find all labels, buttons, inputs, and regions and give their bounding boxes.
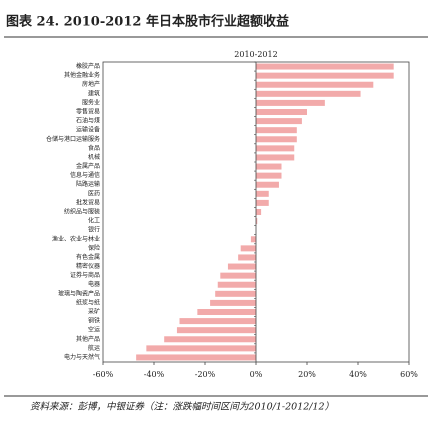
bar [256, 163, 282, 170]
y-tick-label: 化工 [88, 217, 100, 225]
bar [197, 309, 256, 315]
bar [256, 209, 262, 215]
chart-title: 图表 24. 2010-2012 年日本股市行业超额收益 [6, 14, 289, 30]
bar [256, 81, 374, 88]
x-tick-label: -60% [93, 370, 114, 379]
y-tick-label: 其他金融业务 [64, 71, 100, 79]
y-tick-label: 零售贸易 [76, 108, 100, 116]
source-note: 资料来源：彭博，中银证券（注：涨跌幅时间区间为2010/1-2012/12） [30, 401, 334, 413]
x-tick-label: -40% [144, 370, 165, 379]
bar [256, 154, 295, 161]
x-tick-label: 60% [400, 370, 418, 379]
bar [256, 99, 325, 106]
series-label: 2010-2012 [234, 50, 277, 59]
bar [146, 345, 256, 352]
y-tick-label: 信息与通信 [70, 171, 100, 179]
y-tick-label: 玻璃与陶瓷产品 [58, 289, 100, 297]
y-tick-label: 纸浆与纸 [76, 298, 100, 306]
y-tick-label: 医药 [88, 189, 100, 197]
bar [215, 290, 256, 297]
y-tick-label: 航运 [88, 344, 100, 352]
y-tick-label: 机械 [88, 153, 100, 161]
y-tick-label: 钢铁 [88, 317, 100, 325]
y-tick-label: 证券与商品 [70, 271, 100, 279]
bar [256, 72, 394, 79]
bar [256, 136, 297, 143]
y-tick-label: 银行 [88, 226, 100, 234]
y-tick-label: 批发贸易 [76, 198, 100, 206]
y-tick-label: 仓储与港口运输服务 [46, 135, 100, 143]
bar [250, 236, 256, 243]
y-tick-label: 金属产品 [76, 162, 100, 170]
bar [256, 190, 269, 197]
y-tick-label: 纺织品与服装 [64, 208, 100, 216]
y-tick-label: 空运 [88, 326, 100, 334]
bar [136, 354, 256, 361]
bar [256, 90, 361, 97]
x-tick-label: 20% [298, 370, 316, 379]
bar [210, 299, 256, 306]
bar [220, 272, 256, 279]
bar [256, 118, 302, 125]
y-tick-label: 运输设备 [76, 126, 100, 134]
bar [256, 218, 258, 225]
x-tick-label: 0% [250, 370, 263, 379]
y-tick-label: 建筑 [88, 89, 100, 97]
x-tick-label: 40% [349, 370, 367, 379]
y-tick-label: 橡胶产品 [76, 62, 100, 70]
y-tick-label: 保险 [88, 244, 100, 252]
y-tick-label: 陆路运输 [76, 180, 100, 188]
bar [164, 336, 256, 343]
bar [176, 327, 256, 334]
x-tick-label: -20% [195, 370, 216, 379]
y-tick-label: 渔业、农业与林业 [52, 235, 100, 243]
y-tick-label: 采矿 [88, 308, 100, 316]
y-tick-label: 其他产品 [76, 335, 100, 343]
bar [256, 172, 282, 179]
bar [256, 127, 297, 134]
bar [256, 181, 279, 188]
bar [179, 318, 256, 325]
bar [240, 245, 256, 252]
bar [217, 281, 256, 288]
bar [227, 263, 256, 270]
y-tick-label: 有色金属 [76, 253, 100, 261]
y-tick-label: 电力与天然气 [64, 353, 100, 361]
bar [256, 63, 394, 70]
bar [256, 145, 295, 152]
bar [256, 109, 307, 115]
y-tick-label: 房地产 [82, 80, 100, 88]
y-tick-label: 石油与煤 [76, 117, 100, 125]
y-tick-label: 服务业 [82, 98, 100, 106]
bar [256, 199, 269, 206]
bar [238, 254, 256, 261]
y-tick-label: 精密仪器 [76, 262, 100, 270]
y-tick-label: 电器 [88, 280, 100, 288]
y-tick-label: 食品 [88, 144, 100, 152]
